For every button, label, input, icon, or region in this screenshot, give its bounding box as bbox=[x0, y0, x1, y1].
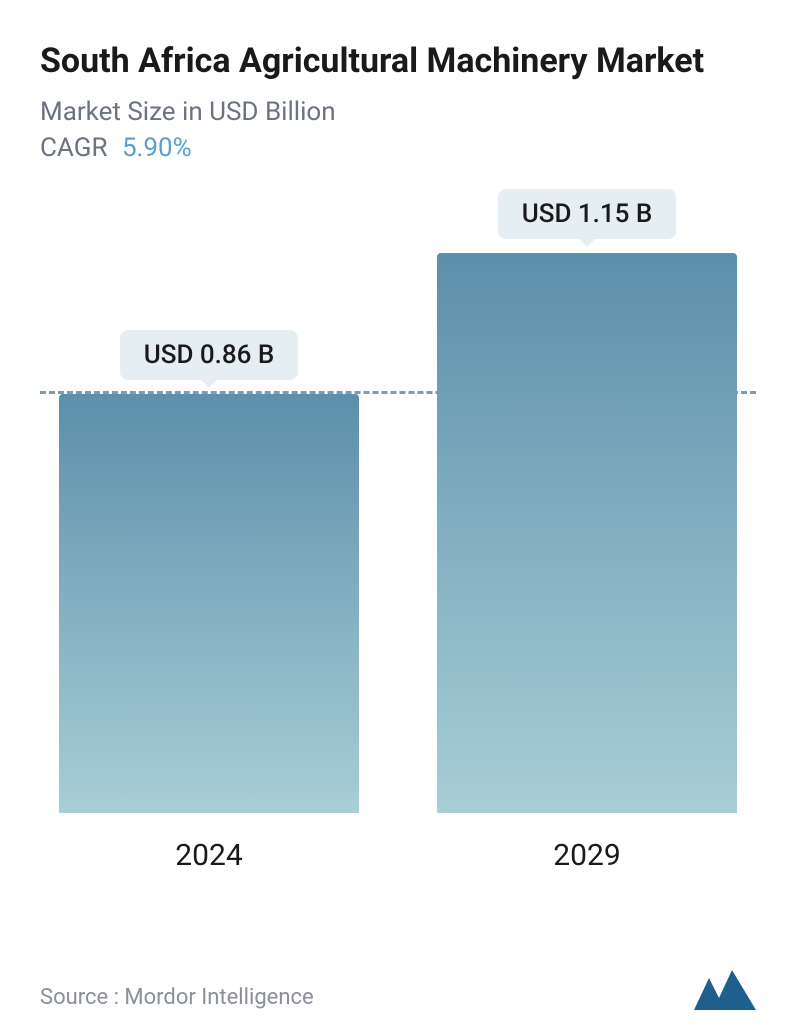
value-label: USD 0.86 B bbox=[120, 330, 299, 380]
bar-group: USD 0.86 B bbox=[59, 330, 359, 813]
chart-footer: Source : Mordor Intelligence bbox=[40, 970, 756, 1010]
bar bbox=[59, 394, 359, 813]
bar bbox=[437, 253, 737, 813]
chart-subtitle: Market Size in USD Billion bbox=[40, 97, 756, 127]
cagr-label: CAGR bbox=[40, 133, 107, 163]
cagr-value: 5.90% bbox=[122, 133, 192, 163]
source-text: Source : Mordor Intelligence bbox=[40, 985, 314, 1010]
cagr-row: CAGR 5.90% bbox=[40, 133, 756, 163]
bars-container: USD 0.86 BUSD 1.15 B bbox=[40, 193, 756, 813]
mordor-logo-icon bbox=[694, 970, 756, 1010]
x-axis-label: 2024 bbox=[59, 838, 359, 873]
x-axis-labels: 2024 2029 bbox=[40, 838, 756, 873]
chart-area: USD 0.86 BUSD 1.15 B 2024 2029 bbox=[40, 193, 756, 873]
value-label: USD 1.15 B bbox=[498, 189, 677, 239]
chart-title: South Africa Agricultural Machinery Mark… bbox=[40, 40, 756, 83]
bar-group: USD 1.15 B bbox=[437, 189, 737, 813]
x-axis-label: 2029 bbox=[437, 838, 737, 873]
